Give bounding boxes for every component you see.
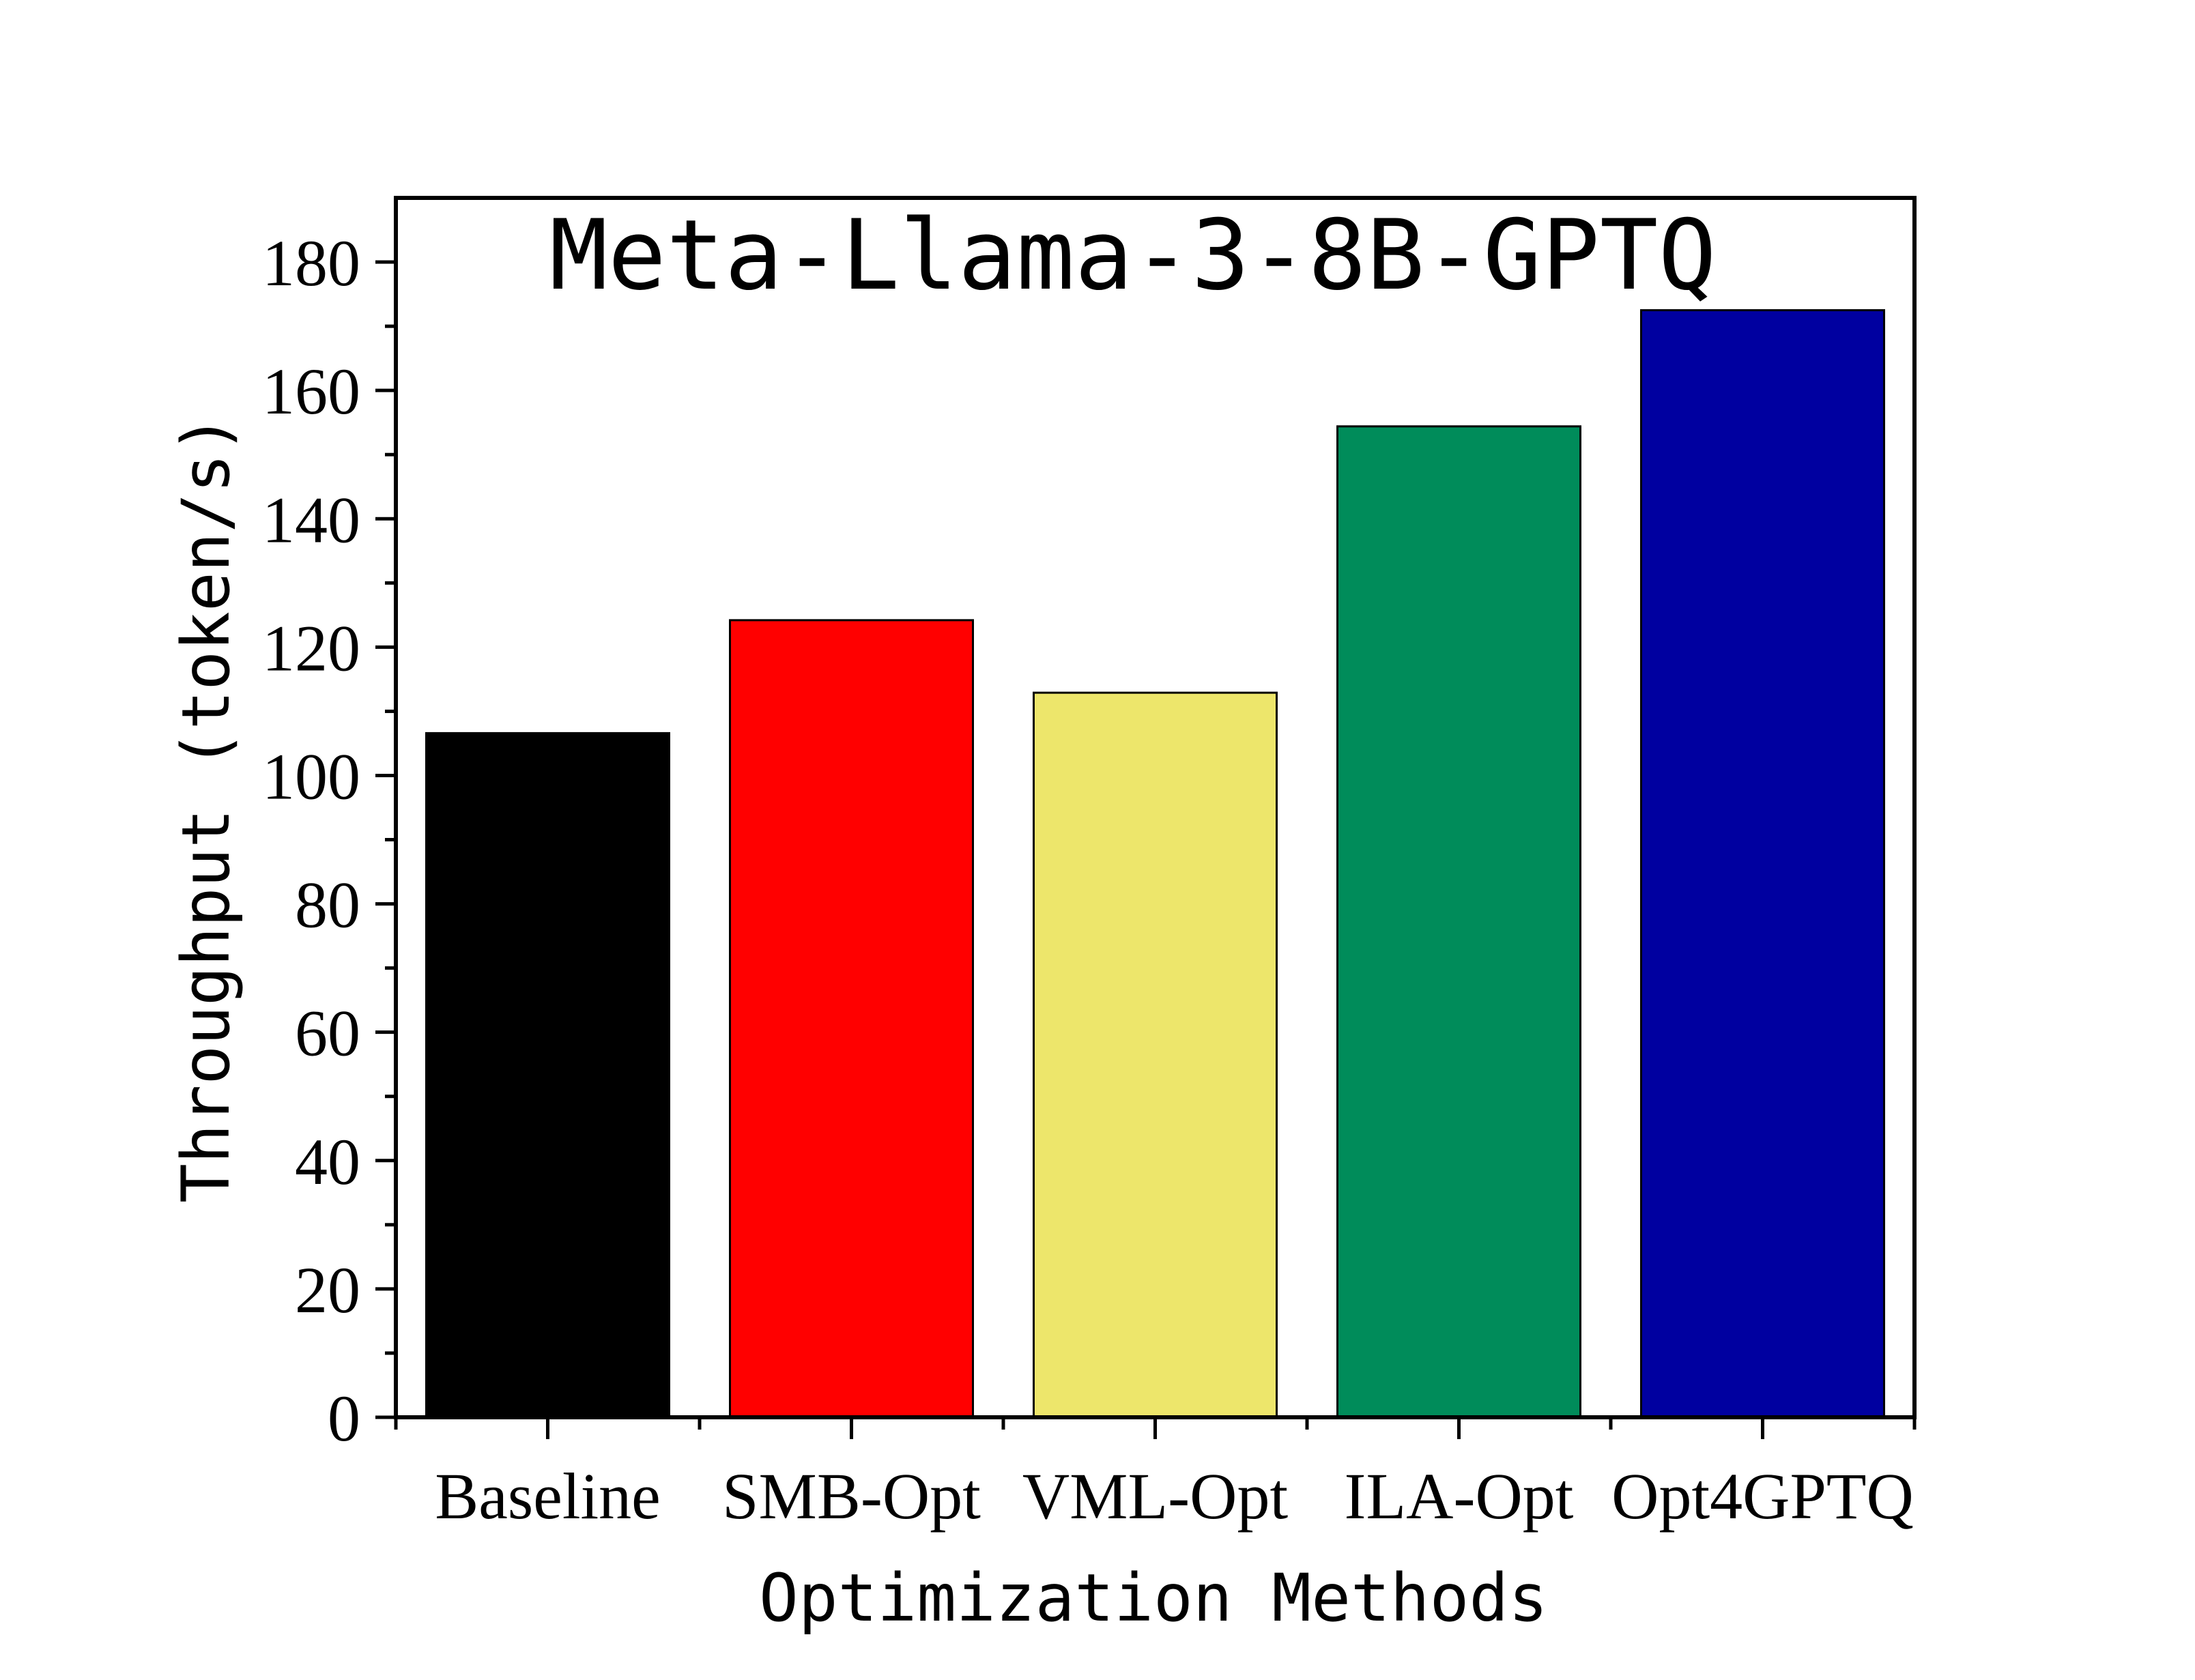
x-tick-label: ILA-Opt	[1345, 1460, 1574, 1533]
x-tick-label: SMB-Opt	[722, 1460, 981, 1533]
y-tick-label: 60	[295, 997, 360, 1070]
x-tick-label: VML-Opt	[1022, 1460, 1289, 1533]
y-tick-label: 40	[295, 1125, 360, 1198]
y-tick-label: 20	[295, 1254, 360, 1327]
y-axis-label: Throughput (token/s)	[168, 414, 244, 1203]
y-tick-label: 120	[262, 611, 360, 684]
x-axis-label: Optimization Methods	[759, 1560, 1548, 1636]
y-tick-label: 100	[262, 740, 360, 813]
bar-ila-opt	[1336, 425, 1581, 1419]
bar-smb-opt	[729, 619, 974, 1419]
y-tick-label: 0	[328, 1382, 360, 1455]
y-tick-label: 160	[262, 355, 360, 428]
x-tick-label: Baseline	[435, 1460, 661, 1533]
chart-title: Meta-Llama-3-8B-GPTQ	[549, 199, 1717, 312]
bar-baseline	[425, 732, 670, 1419]
x-tick-label: Opt4GPTQ	[1611, 1460, 1914, 1533]
bar-vml-opt	[1033, 691, 1278, 1419]
bar-opt4gptq	[1640, 309, 1885, 1419]
y-tick-label: 180	[262, 227, 360, 300]
y-tick-label: 140	[262, 483, 360, 556]
y-tick-label: 80	[295, 869, 360, 942]
